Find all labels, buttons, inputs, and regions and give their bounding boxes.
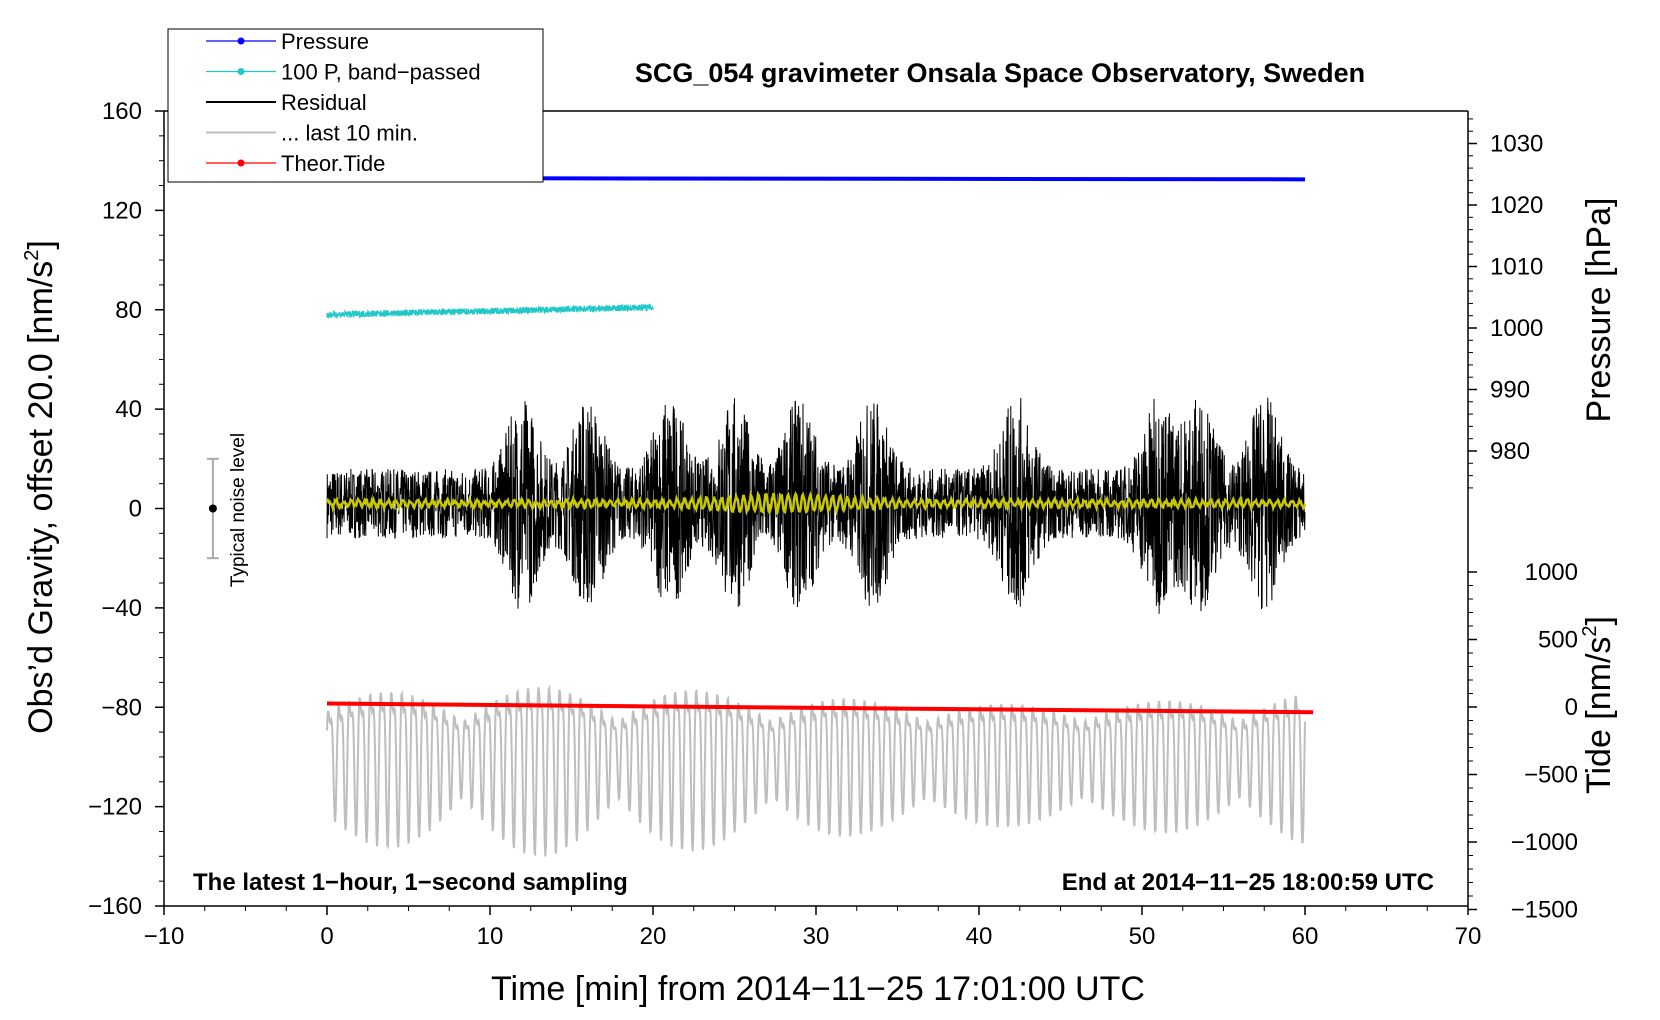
pressure-tick-label: 1020	[1490, 192, 1543, 219]
tide-tick-label: 500	[1538, 627, 1578, 654]
series-last-10-min-line	[326, 684, 1306, 857]
chart-title: SCG_054 gravimeter Onsala Space Observat…	[635, 58, 1365, 88]
y-axis-tide-title-main: Tide [nm/s	[1580, 637, 1618, 794]
y-left-tick-label: 0	[129, 496, 142, 523]
y-left-tick-label: −160	[88, 893, 142, 920]
y-axis-left-title: Obs’d Gravity, offset 20.0 [nm/s2]	[21, 240, 60, 734]
x-axis-title: Time [min] from 2014−11−25 17:01:00 UTC	[491, 970, 1145, 1008]
x-tick-label: 0	[320, 923, 333, 950]
noise-bar-center-dot	[208, 504, 217, 513]
pressure-tick-label: 980	[1490, 438, 1530, 465]
tide-tick-label: 0	[1565, 694, 1578, 721]
y-left-tick-label: 40	[115, 396, 142, 423]
annotation-latest-hour: The latest 1−hour, 1−second sampling	[193, 869, 628, 896]
series-layer	[206, 176, 1314, 857]
pressure-tick-label: 990	[1490, 377, 1530, 404]
legend-marker-0	[237, 37, 245, 45]
x-tick-label: 70	[1455, 923, 1482, 950]
legend-entry-label: 100 P, band−passed	[281, 60, 481, 85]
pressure-tick-label: 1010	[1490, 254, 1543, 281]
x-tick-label: 20	[640, 923, 667, 950]
y-left-tick-label: 80	[115, 297, 142, 324]
legend-box	[167, 28, 544, 183]
series-residual-smoothed-line	[325, 490, 1307, 516]
legend-entry-label: ... last 10 min.	[281, 121, 418, 146]
series-theor-tide-line	[326, 701, 1314, 715]
noise-level-label: Typical noise level	[228, 433, 249, 587]
y-axis-pressure-title: Pressure [hPa]	[1580, 198, 1618, 423]
legend-entry-label: Pressure	[281, 29, 369, 54]
tide-tick-label: −1500	[1511, 897, 1578, 924]
legend: Pressure 100 P, band−passed Residual ... la…	[167, 28, 544, 183]
y-left-tick-label: −80	[101, 694, 142, 721]
y-left-tick-label: 120	[102, 197, 142, 224]
x-tick-label: 10	[477, 923, 504, 950]
series-band-passed-line	[326, 302, 654, 320]
legend-marker-1	[237, 68, 245, 75]
y-left-tick-label: 160	[102, 98, 142, 125]
x-tick-label: 40	[966, 923, 993, 950]
y-axis-left-title-sup: 2	[21, 250, 43, 261]
pressure-tick-label: 1000	[1490, 315, 1543, 342]
x-tick-label: 50	[1129, 923, 1156, 950]
x-tick-label: 30	[803, 923, 830, 950]
noise-level-bar	[206, 457, 219, 560]
x-tick-label: 60	[1292, 923, 1319, 950]
legend-entry-label: Residual	[281, 90, 367, 115]
legend-marker-4	[237, 159, 245, 167]
y-axis-left-title-close: ]	[22, 240, 60, 249]
y-axis-tide-title-close: ]	[1580, 616, 1618, 625]
y-left-tick-label: −120	[88, 794, 142, 821]
tide-tick-label: −1000	[1511, 829, 1578, 856]
pressure-tick-label: 1030	[1490, 131, 1543, 158]
y-axis-left-title-main: Obs’d Gravity, offset 20.0 [nm/s	[22, 261, 60, 734]
x-tick-label: −10	[144, 923, 185, 950]
y-left-tick-label: −40	[101, 595, 142, 622]
tide-tick-label: −500	[1524, 762, 1578, 789]
legend-entry-label: Theor.Tide	[281, 151, 385, 176]
tide-tick-label: 1000	[1525, 559, 1578, 586]
y-axis-tide-title: Tide [nm/s2]	[1579, 616, 1618, 794]
annotation-end-time: End at 2014−11−25 18:00:59 UTC	[1062, 869, 1434, 896]
y-axis-tide-title-sup: 2	[1579, 625, 1601, 636]
